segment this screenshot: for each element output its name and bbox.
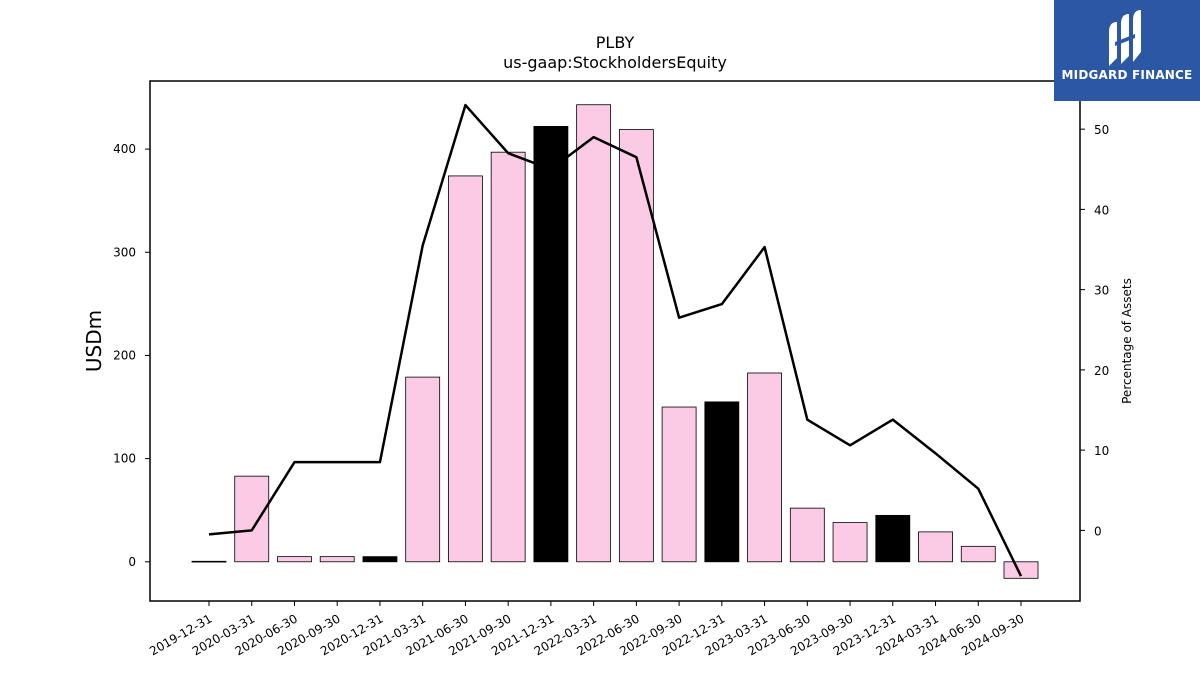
- bar: [533, 125, 569, 563]
- bar: [789, 507, 825, 563]
- y2-tick-label: 10: [1094, 444, 1109, 458]
- y-tick-label: 300: [113, 245, 136, 259]
- bar: [832, 522, 868, 563]
- bar: [191, 560, 227, 563]
- y-tick-label: 400: [113, 142, 136, 156]
- plot-area: 0100200300400010203040502019-12-312020-0…: [113, 80, 1109, 658]
- midgard-finance-logo: MIDGARD FINANCE: [1054, 0, 1200, 101]
- logo-text: MIDGARD FINANCE: [1061, 68, 1193, 82]
- y-tick-label: 200: [113, 348, 136, 362]
- bar: [960, 545, 996, 563]
- bar: [277, 556, 312, 563]
- bar: [1003, 561, 1039, 579]
- bar: [704, 401, 740, 563]
- bar: [875, 514, 911, 563]
- y-tick-label: 0: [128, 555, 136, 569]
- y2-axis-label: Percentage of Assets: [1120, 278, 1134, 404]
- chart-title: PLBY: [596, 33, 635, 52]
- bar: [576, 104, 612, 563]
- chart-subtitle: us-gaap:StockholdersEquity: [503, 53, 727, 72]
- bar: [918, 531, 953, 563]
- y2-tick-label: 0: [1094, 524, 1102, 538]
- y-tick-label: 100: [113, 452, 136, 466]
- logo-mark-icon: [1109, 10, 1141, 66]
- bar: [319, 556, 355, 563]
- bar: [405, 376, 441, 563]
- y2-tick-label: 50: [1094, 123, 1109, 137]
- bar: [490, 151, 526, 563]
- y2-tick-label: 30: [1094, 284, 1109, 298]
- y2-tick-label: 20: [1094, 364, 1109, 378]
- y2-tick-label: 40: [1094, 203, 1109, 217]
- bar: [448, 175, 483, 563]
- plot-frame: [149, 80, 1081, 602]
- bar: [747, 372, 782, 563]
- bar: [362, 556, 398, 563]
- percentage-line: [208, 103, 1023, 577]
- y-axis-label: USDm: [82, 310, 106, 372]
- bar: [661, 406, 697, 563]
- bar: [234, 475, 270, 563]
- bar: [618, 129, 654, 563]
